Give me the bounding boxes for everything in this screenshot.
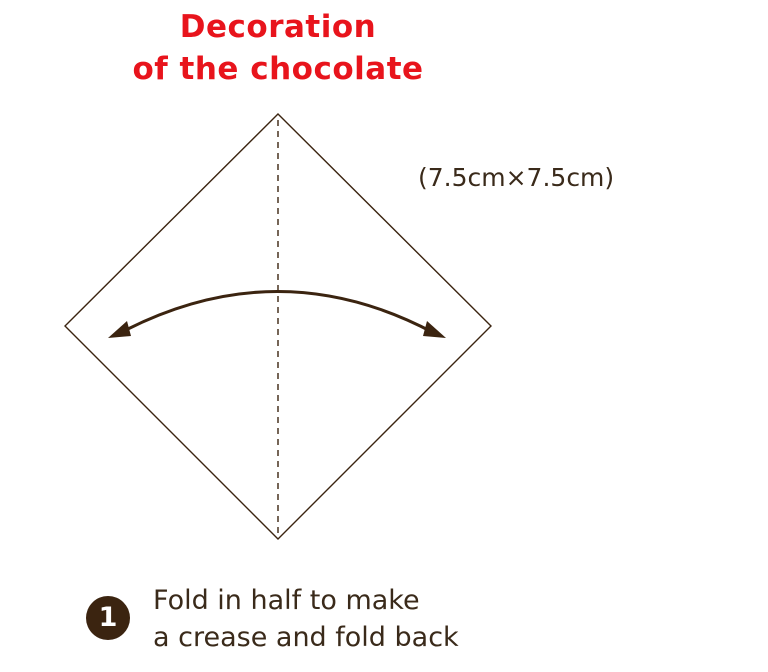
paper-size-label: (7.5cm×7.5cm) xyxy=(418,163,615,192)
arrowhead-right-icon xyxy=(423,321,446,338)
diagram-title: Decoration of the chocolate xyxy=(100,6,456,90)
title-line-2: of the chocolate xyxy=(132,51,424,87)
instruction-line-2: a crease and fold back xyxy=(153,622,459,653)
fold-arrow-arc xyxy=(119,290,435,335)
instruction-line-1: Fold in half to make xyxy=(153,585,420,616)
arrowhead-left-icon xyxy=(108,321,131,338)
step-number-badge: 1 xyxy=(86,596,130,640)
title-line-1: Decoration xyxy=(179,9,377,45)
paper-square xyxy=(64,113,492,540)
step-instruction: Fold in half to make a crease and fold b… xyxy=(153,582,459,656)
